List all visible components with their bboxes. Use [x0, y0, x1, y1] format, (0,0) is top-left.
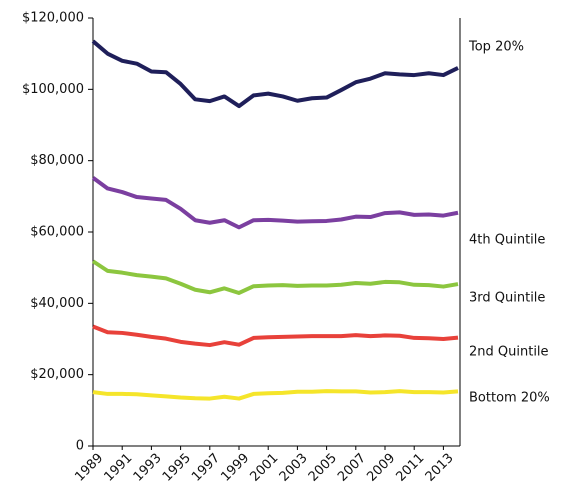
- y-tick-label: $60,000: [30, 225, 84, 240]
- x-tick-label: 2001: [247, 451, 281, 483]
- y-tick-label: $100,000: [22, 82, 84, 97]
- y-tick-label: $120,000: [22, 11, 84, 26]
- y-tick-label: $20,000: [30, 367, 84, 382]
- x-tick-label: 2005: [306, 451, 340, 483]
- x-tick-label: 2011: [393, 451, 427, 483]
- x-tick-label: 1991: [101, 451, 135, 483]
- x-tick-label: 2009: [364, 451, 398, 483]
- x-tick-label: 1989: [72, 451, 106, 483]
- y-tick-label: 0: [76, 439, 84, 454]
- series-line: [92, 324, 459, 348]
- y-tick-label: $80,000: [30, 153, 84, 168]
- series-label: 2nd Quintile: [469, 345, 549, 360]
- x-tick-label: 2007: [335, 451, 369, 483]
- x-tick-label: 2013: [423, 451, 457, 483]
- series-line: [92, 389, 459, 401]
- x-tick-label: 1997: [189, 451, 223, 483]
- series-label: 4th Quintile: [469, 233, 545, 248]
- x-tick-label: 1999: [218, 451, 252, 483]
- x-tick-label: 1993: [131, 451, 165, 483]
- series-label: Bottom 20%: [469, 391, 550, 406]
- x-tick-label: 1995: [160, 451, 194, 483]
- x-tick-label: 2003: [277, 451, 311, 483]
- series-line: [91, 259, 459, 295]
- series-label: Top 20%: [468, 40, 524, 55]
- series-line: [91, 39, 459, 109]
- series-label: 3rd Quintile: [469, 291, 545, 306]
- y-tick-label: $40,000: [30, 296, 84, 311]
- series-line: [91, 176, 459, 230]
